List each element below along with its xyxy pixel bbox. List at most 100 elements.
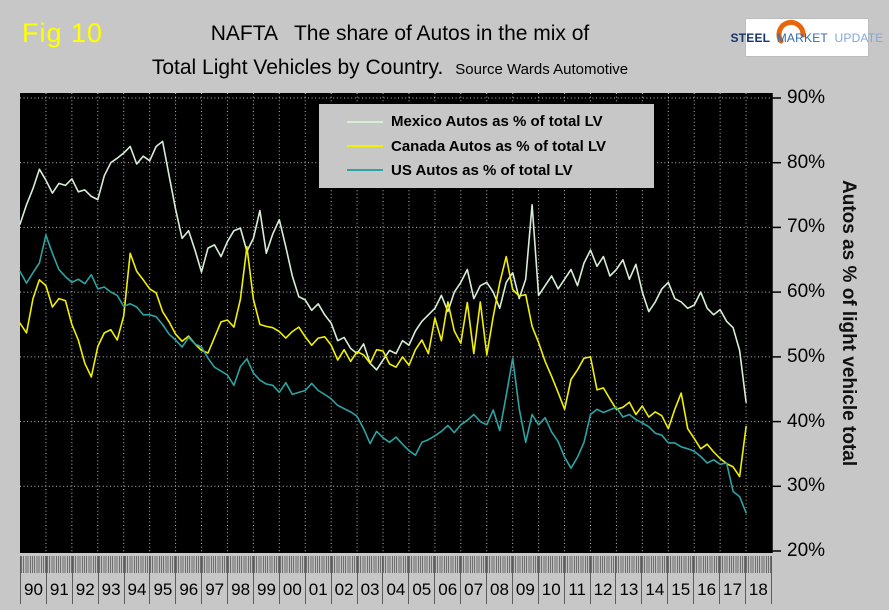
x-axis-minor-ticks	[668, 556, 694, 573]
logo-word-steel: STEEL	[730, 30, 771, 45]
x-axis-year-cell: 17	[719, 556, 745, 604]
x-axis-year-label: 08	[490, 579, 509, 599]
chart-title-line1: NAFTA The share of Autos in the mix of	[210, 22, 590, 45]
x-axis-minor-ticks	[461, 556, 487, 573]
x-axis-minor-ticks	[357, 556, 383, 573]
x-axis-year-label: 18	[748, 579, 768, 599]
x-axis-year-cell: 92	[71, 556, 98, 604]
x-axis-year-cell: 15	[667, 556, 694, 604]
x-axis-year-cell: 07	[460, 556, 487, 604]
logo-word-market: MARKET	[776, 30, 828, 45]
x-axis-year-cell: 96	[175, 556, 202, 604]
x-axis-minor-ticks	[383, 556, 409, 573]
legend-label-us: US Autos as % of total LV	[391, 161, 573, 179]
x-axis-year-label: 12	[593, 579, 613, 599]
x-axis-year-cell: 04	[382, 556, 409, 604]
x-axis-minor-ticks	[72, 556, 98, 573]
chart-title-line2-row: Total Light Vehicles by Country. Source …	[60, 56, 720, 80]
x-axis-year-label: 97	[205, 579, 225, 599]
legend-label-canada: Canada Autos as % of total LV	[391, 137, 607, 155]
x-axis-minor-ticks	[512, 556, 538, 573]
y-axis-tick-label: 20%	[787, 540, 826, 561]
x-axis-minor-ticks	[720, 556, 745, 573]
logo-swoosh-icon	[776, 19, 806, 44]
series-line-mexico	[19, 140, 747, 404]
x-axis-minor-ticks	[305, 556, 331, 573]
x-axis-minor-ticks	[409, 556, 435, 573]
y-axis-tick-label: 40%	[787, 410, 826, 432]
x-axis-year-label: 04	[386, 579, 406, 599]
x-axis-minor-ticks	[745, 556, 771, 573]
legend-item-mexico: Mexico Autos as % of total LV	[319, 113, 654, 130]
x-axis-minor-ticks	[435, 556, 461, 573]
x-axis-year-label: 15	[671, 579, 691, 599]
x-axis-year-label: 16	[697, 579, 717, 599]
x-axis-year-cell: 93	[97, 556, 124, 604]
x-axis-year-cell: 91	[45, 556, 72, 604]
x-axis-minor-ticks	[202, 556, 228, 573]
legend-item-us: US Autos as % of total LV	[319, 162, 654, 179]
legend-label-mexico: Mexico Autos as % of total LV	[391, 113, 603, 131]
x-axis-year-cell: 97	[201, 556, 228, 604]
y-axis-tick-label: 30%	[787, 475, 826, 497]
x-axis-year-cell: 13	[615, 556, 642, 604]
x-axis-minor-ticks	[279, 556, 305, 573]
x-axis-minor-ticks	[487, 556, 512, 573]
x-axis-minor-ticks	[176, 556, 202, 573]
x-axis-year-label: 98	[231, 579, 251, 599]
x-axis-year-cell: 06	[434, 556, 461, 604]
series-line-canada	[19, 246, 747, 478]
series-line-us	[19, 234, 747, 514]
x-axis-year-label: 07	[464, 579, 484, 599]
figure-number-label: Fig 10	[22, 18, 104, 48]
x-axis-year-cell: 14	[641, 556, 668, 604]
x-axis-year-cell: 10	[537, 556, 564, 604]
x-axis-minor-ticks	[538, 556, 564, 573]
x-axis-year-cell: 95	[149, 556, 176, 604]
mexico-line-swatch	[347, 120, 383, 123]
x-axis-year-label: 90	[23, 579, 43, 599]
x-axis-year-label: 11	[568, 579, 586, 599]
x-axis-year-label: 10	[541, 579, 561, 599]
x-axis-year-cell: 01	[304, 556, 331, 604]
steel-market-update-logo: STEEL MARKET UPDATE	[731, 19, 883, 56]
x-axis-year-cell: 16	[693, 556, 720, 604]
x-axis-year-cell: 00	[278, 556, 305, 604]
x-axis-minor-ticks	[590, 556, 616, 573]
x-axis-year-label: 94	[127, 579, 147, 599]
y-axis-tick-label: 90%	[787, 87, 826, 108]
x-axis-minor-ticks	[98, 556, 124, 573]
x-axis-minor-ticks	[124, 556, 150, 573]
x-axis-year-label: 05	[412, 579, 432, 599]
y-axis-tick-label: 80%	[787, 151, 826, 173]
x-axis-year-label: 13	[619, 579, 639, 599]
x-axis-year-cell: 99	[253, 556, 279, 604]
y-axis-tick-label: 60%	[787, 281, 826, 303]
x-axis-year-label: 95	[153, 579, 173, 599]
x-axis-year-cell: 94	[123, 556, 150, 604]
x-axis-year-cell: 90	[20, 556, 46, 604]
legend: Mexico Autos as % of total LV Canada Aut…	[318, 103, 655, 189]
x-axis-year-cell: 03	[356, 556, 383, 604]
x-axis-minor-ticks	[642, 556, 668, 573]
canada-line-swatch	[347, 145, 383, 147]
x-axis-year-cell: 05	[408, 556, 435, 604]
x-axis-year-label: 99	[257, 579, 276, 599]
x-axis-minor-ticks	[331, 556, 357, 573]
x-axis-year-label: 93	[101, 579, 121, 599]
y-axis-tick-label: 70%	[787, 216, 826, 238]
x-axis-year-label: 03	[360, 579, 380, 599]
x-axis-year-label: 14	[645, 579, 665, 599]
logo-text: STEEL MARKET UPDATE	[731, 31, 884, 45]
x-axis-minor-ticks	[150, 556, 176, 573]
x-axis-year-cell: 18	[744, 556, 772, 604]
x-axis-year-cell: 08	[486, 556, 512, 604]
x-axis-minor-ticks	[564, 556, 590, 573]
x-axis-minor-ticks	[616, 556, 642, 573]
us-line-swatch	[347, 169, 383, 172]
x-axis-minor-ticks	[21, 556, 46, 573]
x-axis-year-label: 96	[179, 579, 199, 599]
x-axis-year-cell: 98	[227, 556, 254, 604]
